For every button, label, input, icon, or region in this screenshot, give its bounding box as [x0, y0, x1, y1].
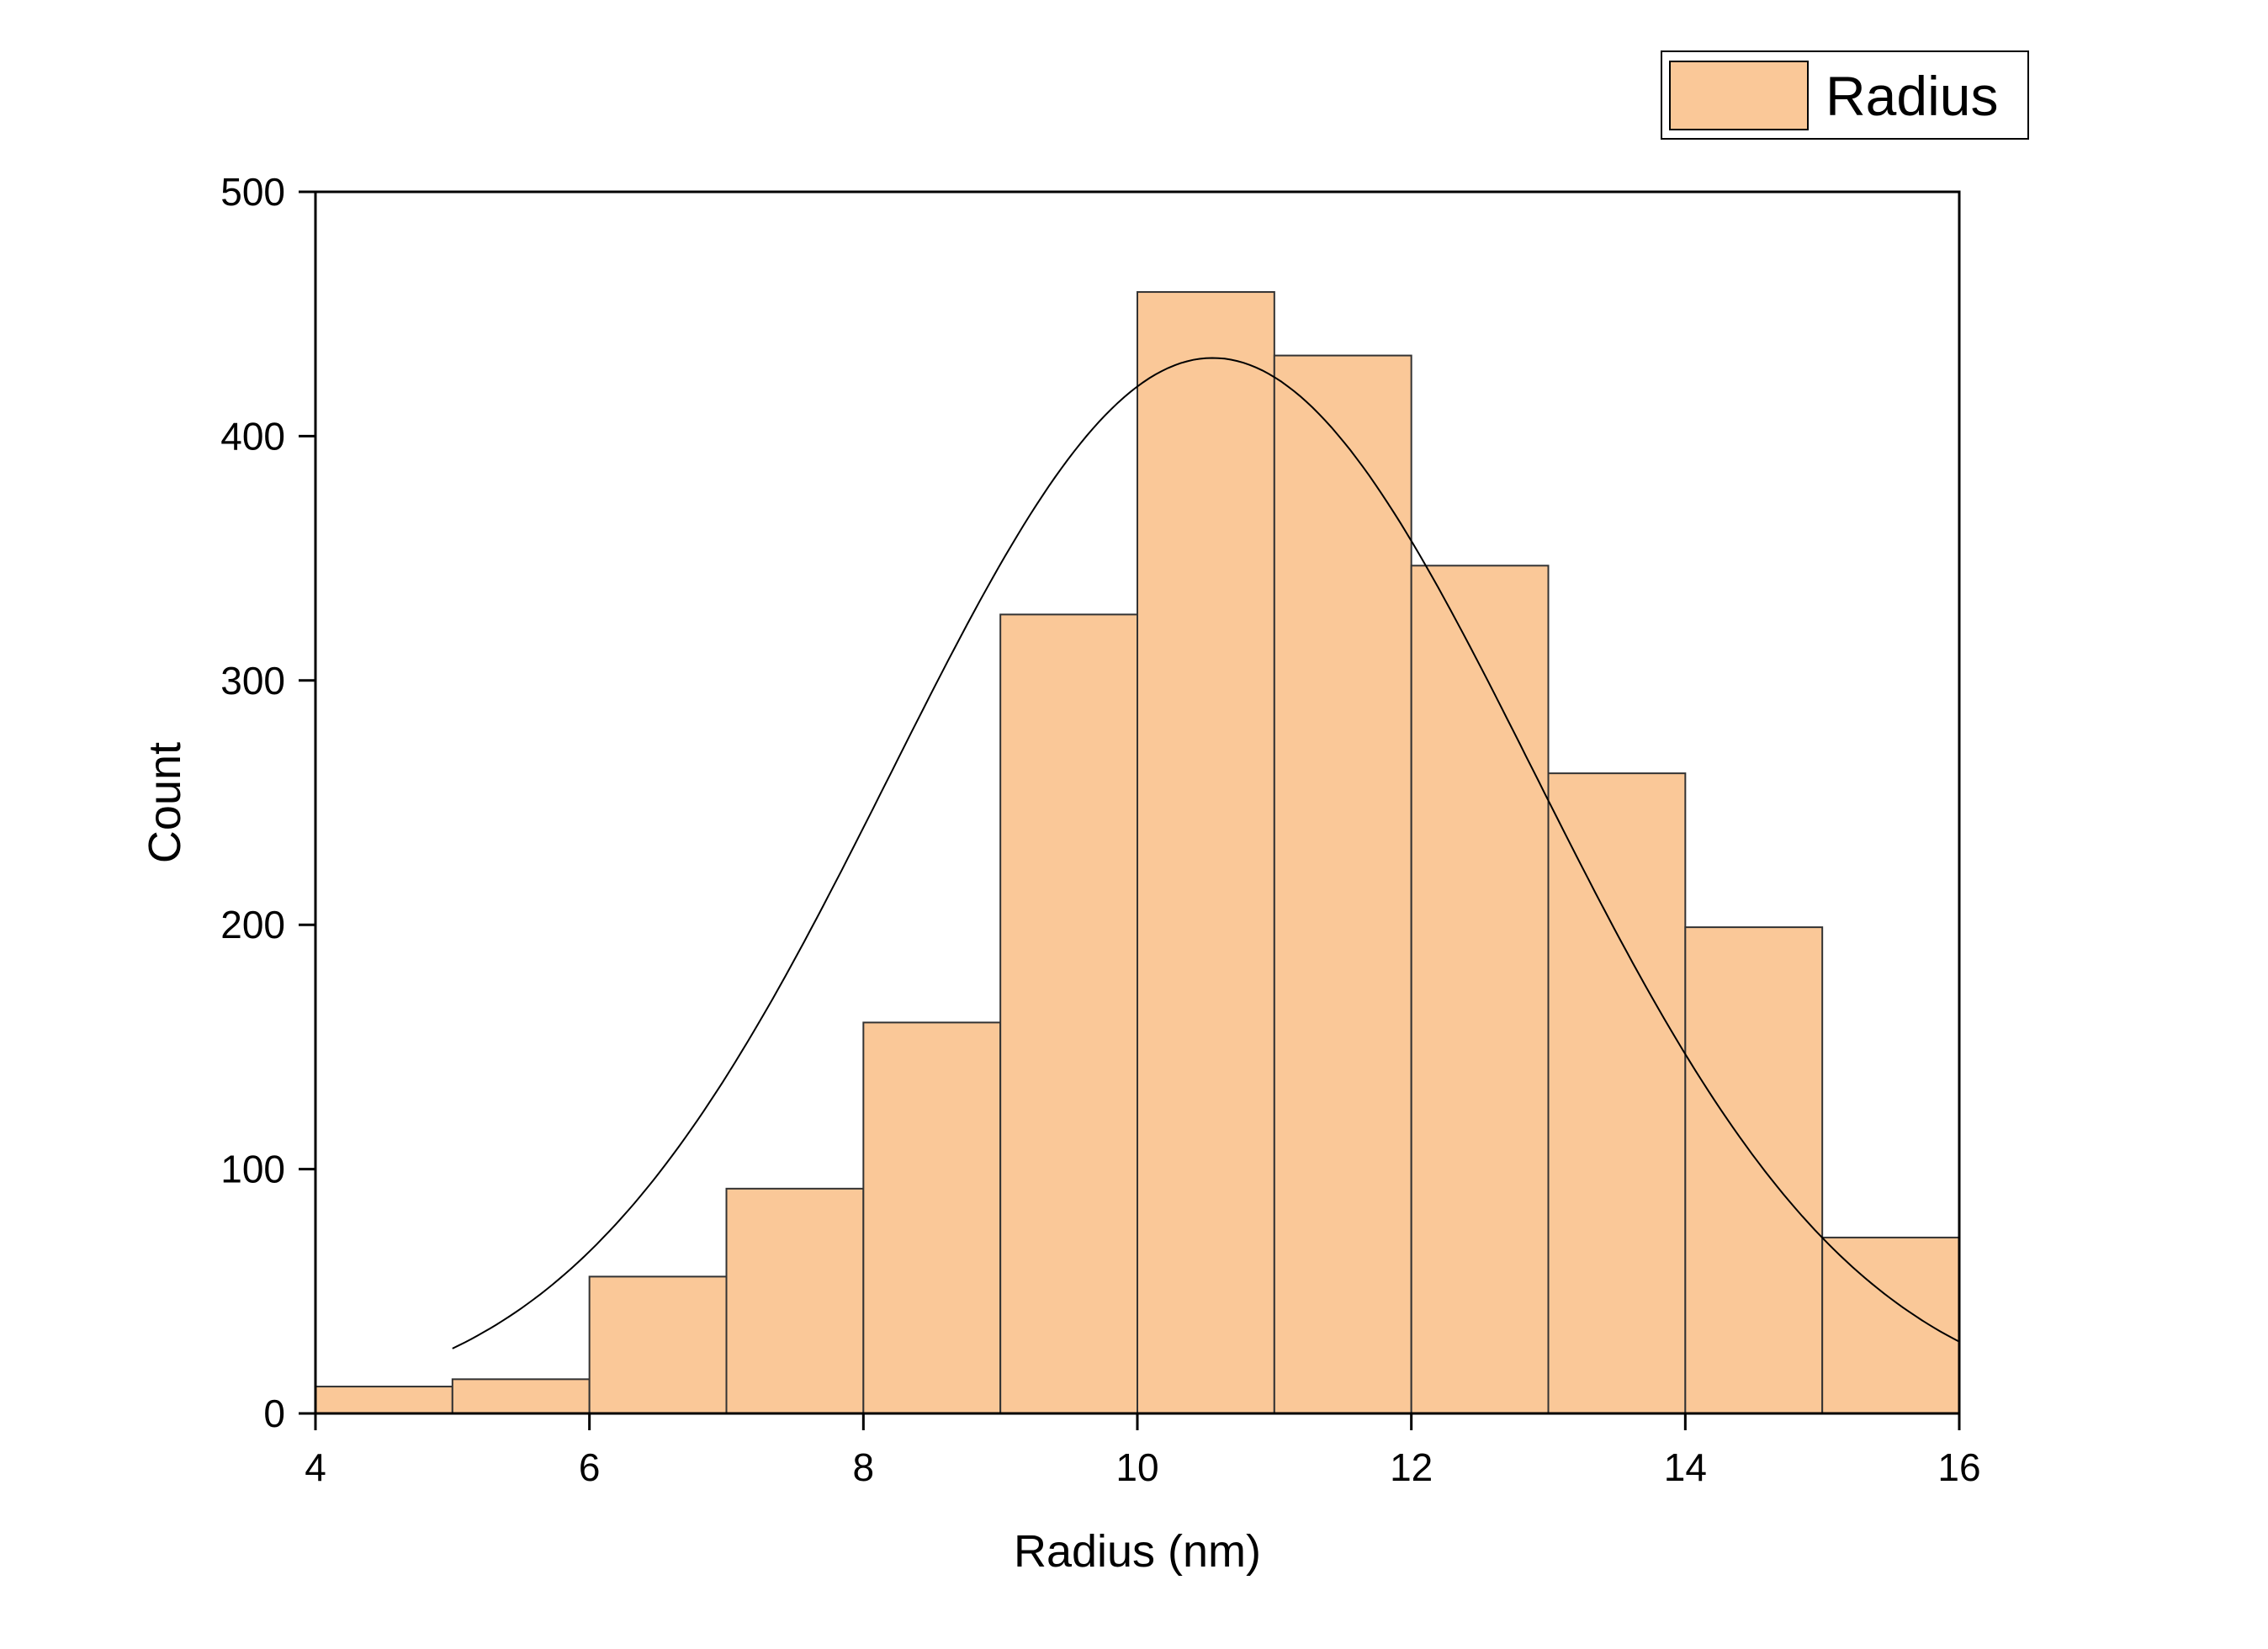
x-axis-label: Radius (nm) [1014, 1526, 1261, 1577]
histogram-bar-9 [1547, 772, 1687, 1414]
histogram-bar-8 [1410, 565, 1550, 1414]
fit-curve [452, 357, 1960, 1349]
x-tick-label-12: 12 [1390, 1445, 1433, 1489]
x-axis-ticks: 4 6 8 10 12 14 16 [305, 1413, 1981, 1489]
x-tick-label-6: 6 [579, 1445, 601, 1489]
y-tick-label-400: 400 [220, 414, 285, 458]
histogram-bar-6 [1137, 291, 1275, 1415]
histogram-bar-10 [1684, 926, 1824, 1414]
y-axis-label: Count [140, 742, 190, 863]
y-axis-ticks: 0 100 200 300 400 500 [220, 170, 315, 1435]
histogram-bar-7 [1273, 354, 1412, 1414]
x-tick-label-14: 14 [1664, 1445, 1707, 1489]
histogram-bar-3 [725, 1187, 865, 1415]
histogram-bar-11 [1821, 1236, 1961, 1414]
legend-swatch [1669, 61, 1809, 130]
legend: Radius [1661, 50, 2029, 140]
y-tick-label-200: 200 [220, 903, 285, 946]
x-tick-label-8: 8 [853, 1445, 875, 1489]
histogram-bar-4 [862, 1021, 1002, 1414]
y-tick-label-0: 0 [263, 1392, 285, 1435]
histogram-bar-2 [588, 1275, 728, 1414]
histogram-bars [315, 291, 1961, 1415]
x-tick-label-16: 16 [1937, 1445, 1980, 1489]
x-tick-label-4: 4 [305, 1445, 326, 1489]
y-tick-label-500: 500 [220, 170, 285, 214]
histogram-bar-5 [999, 613, 1138, 1414]
histogram-bar-0 [315, 1386, 453, 1415]
histogram-bar-1 [451, 1378, 591, 1414]
y-tick-label-100: 100 [220, 1148, 285, 1191]
legend-label-radius: Radius [1826, 65, 1998, 127]
y-tick-label-300: 300 [220, 659, 285, 703]
x-tick-label-10: 10 [1115, 1445, 1158, 1489]
